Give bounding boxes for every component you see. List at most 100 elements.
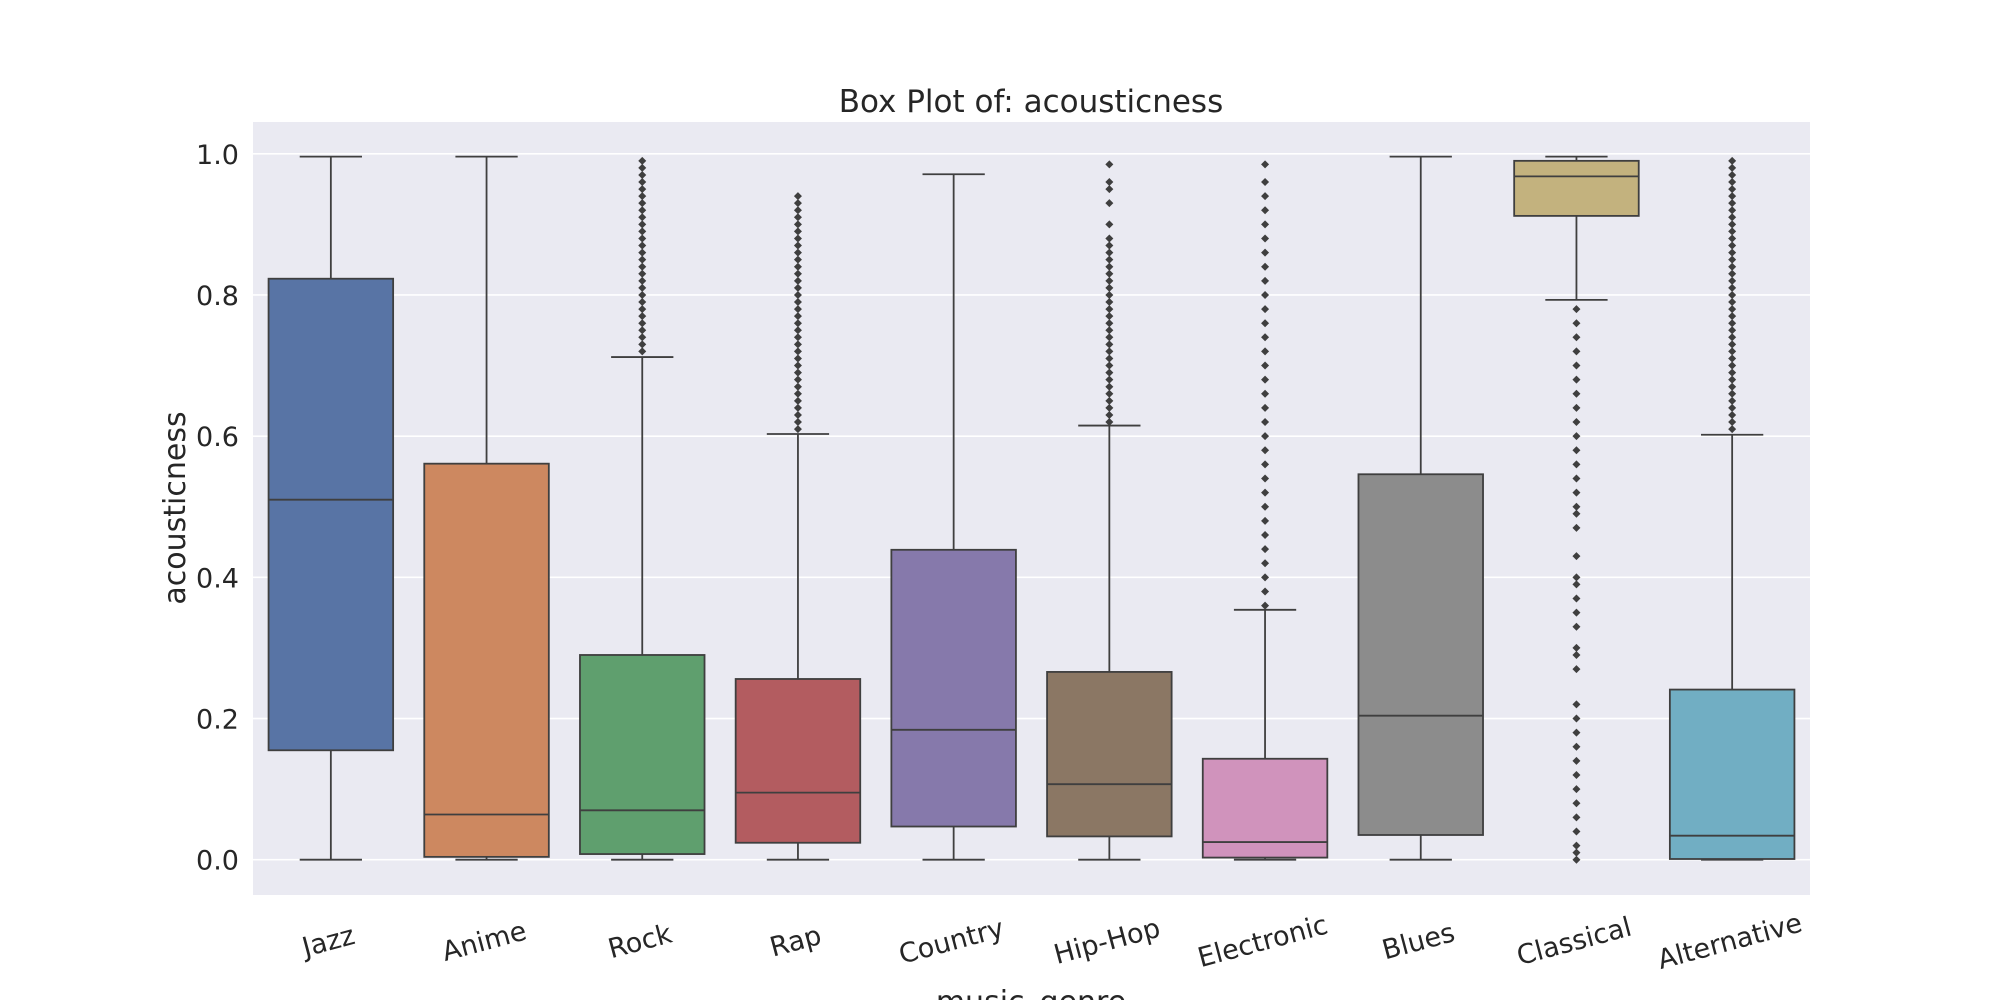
outlier-point: [1572, 728, 1581, 737]
outlier-point: [793, 389, 802, 398]
outlier-point: [1261, 347, 1270, 356]
outlier-point: [1261, 502, 1270, 511]
outlier-point: [1105, 269, 1114, 278]
outlier-point: [793, 255, 802, 264]
outlier-point: [1572, 580, 1581, 589]
outlier-point: [1572, 827, 1581, 836]
outlier-point: [793, 241, 802, 250]
outlier-point: [1261, 474, 1270, 483]
x-tick-label: Rap: [767, 920, 825, 963]
outlier-point: [1105, 234, 1114, 243]
outlier-point: [793, 425, 802, 434]
outlier-point: [1105, 333, 1114, 342]
outlier-point: [793, 312, 802, 321]
outlier-point: [1105, 248, 1114, 257]
outlier-point: [793, 227, 802, 236]
outlier-point: [1728, 227, 1737, 236]
box-classical: [1513, 155, 1640, 864]
outlier-point: [1728, 262, 1737, 271]
outlier-point: [793, 382, 802, 391]
outlier-point: [1105, 347, 1114, 356]
y-tick-label: 0.4: [196, 563, 239, 594]
outlier-point: [1728, 403, 1737, 412]
outlier-point: [793, 410, 802, 419]
outlier-point: [1572, 347, 1581, 356]
outlier-point: [1728, 305, 1737, 314]
outlier-point: [1572, 841, 1581, 850]
outlier-point: [1728, 206, 1737, 215]
outlier-point: [1105, 262, 1114, 271]
outlier-point: [793, 234, 802, 243]
box-country: [890, 173, 1017, 861]
outlier-point: [1728, 333, 1737, 342]
outlier-point: [1105, 178, 1114, 187]
outlier-point: [1261, 587, 1270, 596]
outlier-point: [1728, 340, 1737, 349]
outlier-point: [793, 192, 802, 201]
outlier-point: [638, 290, 647, 299]
outlier-point: [638, 312, 647, 321]
outlier-point: [1572, 622, 1581, 631]
outlier-point: [1261, 573, 1270, 582]
outlier-point: [638, 227, 647, 236]
outlier-point: [1572, 573, 1581, 582]
outlier-point: [638, 241, 647, 250]
outlier-point: [638, 326, 647, 335]
outlier-point: [1261, 516, 1270, 525]
y-tick-label: 0.0: [196, 846, 239, 877]
outlier-point: [1105, 199, 1114, 208]
outlier-point: [1572, 375, 1581, 384]
box-blues: [1357, 155, 1484, 861]
outlier-point: [638, 298, 647, 307]
outlier-point: [1728, 410, 1737, 419]
box-iqr: [1513, 159, 1640, 217]
outlier-point: [638, 255, 647, 264]
outlier-point: [638, 163, 647, 172]
outlier-point: [638, 248, 647, 257]
outlier-point: [1572, 305, 1581, 314]
outlier-point: [638, 192, 647, 201]
x-tick-label: Classical: [1514, 912, 1635, 972]
box-jazz: [267, 155, 395, 861]
outlier-point: [638, 213, 647, 222]
outlier-point: [793, 283, 802, 292]
outlier-point: [1572, 785, 1581, 794]
outlier-point: [1572, 418, 1581, 427]
outlier-point: [793, 213, 802, 222]
outlier-point: [1261, 333, 1270, 342]
outlier-point: [1261, 446, 1270, 455]
outlier-point: [1261, 178, 1270, 187]
outlier-point: [1261, 160, 1270, 169]
outlier-point: [793, 290, 802, 299]
outlier-point: [1572, 460, 1581, 469]
outlier-point: [1728, 234, 1737, 243]
outlier-point: [1261, 389, 1270, 398]
outlier-point: [1105, 160, 1114, 169]
outlier-point: [1572, 509, 1581, 518]
outlier-point: [1728, 269, 1737, 278]
outlier-point: [1572, 813, 1581, 822]
box-anime: [423, 155, 550, 861]
outlier-point: [1572, 643, 1581, 652]
outlier-point: [1105, 326, 1114, 335]
outlier-point: [793, 347, 802, 356]
outlier-point: [638, 333, 647, 342]
outlier-point: [793, 326, 802, 335]
outlier-point: [1728, 418, 1737, 427]
outlier-point: [1261, 276, 1270, 285]
x-tick-label: Blues: [1379, 917, 1458, 966]
x-tick-label: Country: [896, 913, 1008, 971]
x-tick-label: Hip-Hop: [1051, 913, 1164, 971]
outlier-point: [1572, 446, 1581, 455]
x-tick-label: Rock: [605, 918, 676, 965]
outlier-point: [1105, 220, 1114, 229]
outlier-point: [793, 220, 802, 229]
x-tick-labels: Jazz Anime Rock Rap Country Hip-Hop Electronic…: [297, 908, 1805, 976]
outlier-point: [1728, 298, 1737, 307]
y-tick-label: 1.0: [196, 140, 239, 171]
outlier-point: [1572, 502, 1581, 511]
y-tick-label: 0.2: [196, 705, 239, 736]
outlier-point: [1572, 799, 1581, 808]
outlier-point: [1105, 375, 1114, 384]
outlier-point: [1572, 432, 1581, 441]
